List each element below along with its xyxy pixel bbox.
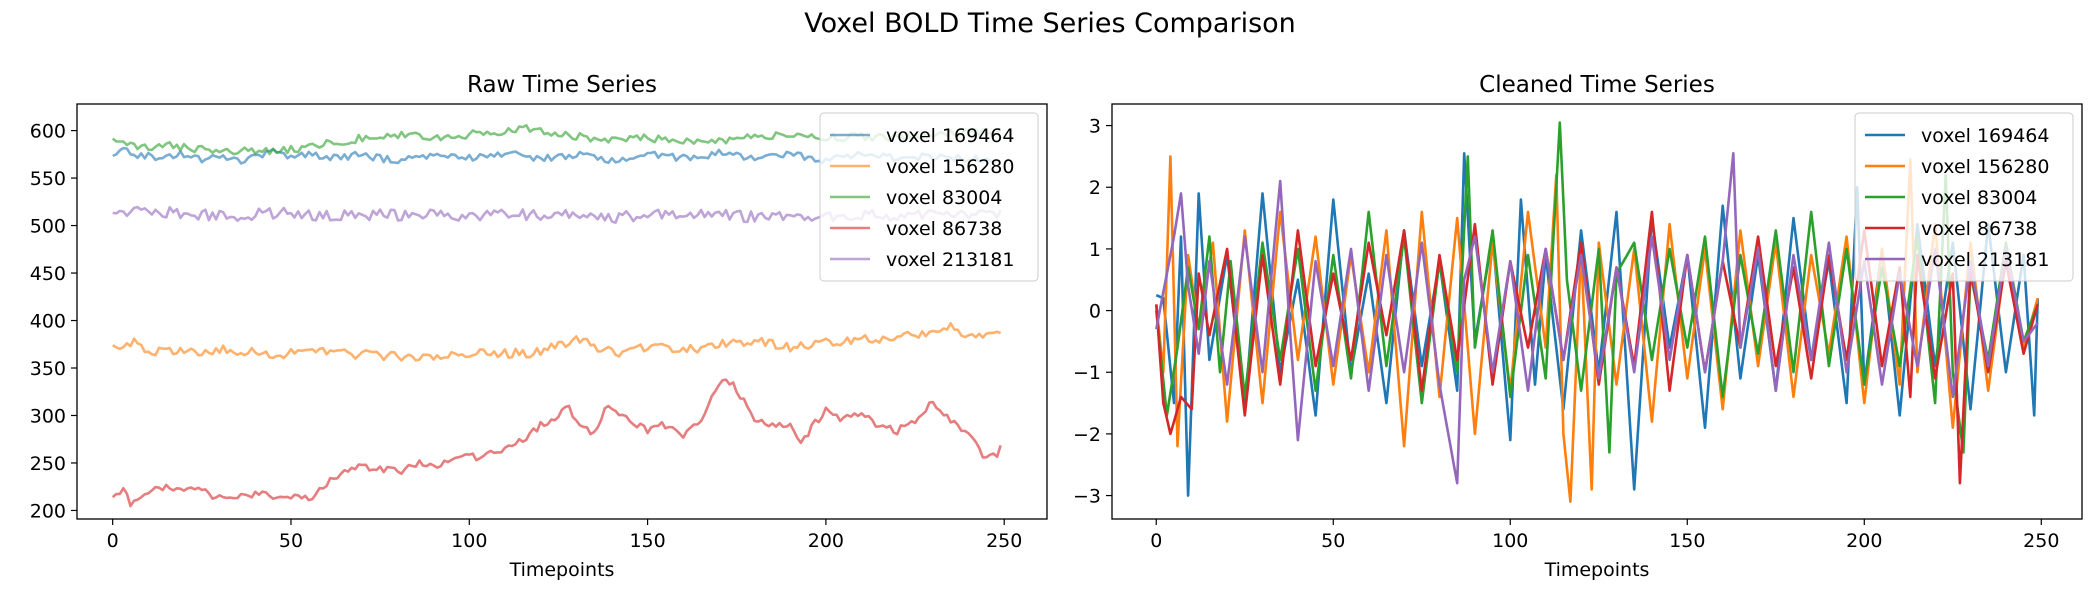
raw-y-tick-label: 200 <box>30 500 66 522</box>
raw-legend-label: voxel 83004 <box>886 187 1002 209</box>
raw-y-tick-label: 450 <box>30 263 66 285</box>
raw-legend-label: voxel 86738 <box>886 218 1002 240</box>
raw-legend-label: voxel 156280 <box>886 156 1014 178</box>
raw-series-line-voxel-156280 <box>113 323 1001 360</box>
raw-y-tick-label: 550 <box>30 168 66 190</box>
cleaned-legend-label: voxel 169464 <box>1921 125 2049 147</box>
raw-legend-label: voxel 213181 <box>886 249 1014 271</box>
figure-canvas: Voxel BOLD Time Series Comparison Raw Ti… <box>0 0 2100 600</box>
raw-x-tick-label: 100 <box>451 530 487 552</box>
raw-time-series-panel: Raw Time Series 0 50 100 150 200 250 200 250 300 3… <box>30 72 1047 581</box>
cleaned-x-tick-label: 150 <box>1669 530 1705 552</box>
cleaned-x-tick-label: 250 <box>2023 530 2059 552</box>
raw-y-tick-label: 350 <box>30 358 66 380</box>
raw-x-tick-label: 50 <box>279 530 303 552</box>
raw-panel-title: Raw Time Series <box>467 72 657 98</box>
cleaned-y-tick-label: −1 <box>1073 362 1101 384</box>
cleaned-panel-title: Cleaned Time Series <box>1479 72 1715 98</box>
cleaned-y-tick-label: 3 <box>1089 116 1101 138</box>
cleaned-x-tick-label: 200 <box>1846 530 1882 552</box>
cleaned-x-axis-label: Timepoints <box>1544 559 1650 581</box>
raw-y-tick-label: 250 <box>30 453 66 475</box>
cleaned-legend-label: voxel 86738 <box>1921 218 2037 240</box>
cleaned-y-tick-label: 1 <box>1089 239 1101 261</box>
cleaned-y-tick-label: 0 <box>1089 301 1101 323</box>
raw-x-tick-label: 200 <box>808 530 844 552</box>
figure: Voxel BOLD Time Series Comparison Raw Ti… <box>0 0 2100 600</box>
cleaned-y-tick-label: 2 <box>1089 177 1101 199</box>
raw-x-tick-label: 250 <box>986 530 1022 552</box>
cleaned-x-tick-label: 50 <box>1321 530 1345 552</box>
cleaned-y-tick-label: −3 <box>1073 486 1101 508</box>
raw-legend: voxel 169464 voxel 156280 voxel 83004 voxel… <box>820 113 1038 281</box>
figure-title: Voxel BOLD Time Series Comparison <box>804 8 1296 39</box>
cleaned-legend: voxel 169464 voxel 156280 voxel 83004 voxel… <box>1855 113 2073 281</box>
raw-y-tick-label: 400 <box>30 311 66 333</box>
raw-x-axis-label: Timepoints <box>509 559 615 581</box>
raw-x-tick-label: 150 <box>629 530 665 552</box>
raw-y-tick-label: 500 <box>30 216 66 238</box>
raw-y-tick-label: 300 <box>30 405 66 427</box>
raw-series-line-voxel-86738 <box>113 380 1001 506</box>
raw-legend-label: voxel 169464 <box>886 125 1014 147</box>
cleaned-time-series-panel: Cleaned Time Series 0 50 100 150 200 250 −3 −2 −1… <box>1073 72 2082 581</box>
cleaned-legend-label: voxel 83004 <box>1921 187 2037 209</box>
cleaned-legend-label: voxel 156280 <box>1921 156 2049 178</box>
raw-x-tick-label: 0 <box>107 530 119 552</box>
cleaned-legend-label: voxel 213181 <box>1921 249 2049 271</box>
cleaned-x-tick-label: 0 <box>1150 530 1162 552</box>
raw-y-tick-label: 600 <box>30 121 66 143</box>
cleaned-y-tick-label: −2 <box>1073 424 1101 446</box>
cleaned-x-tick-label: 100 <box>1492 530 1528 552</box>
